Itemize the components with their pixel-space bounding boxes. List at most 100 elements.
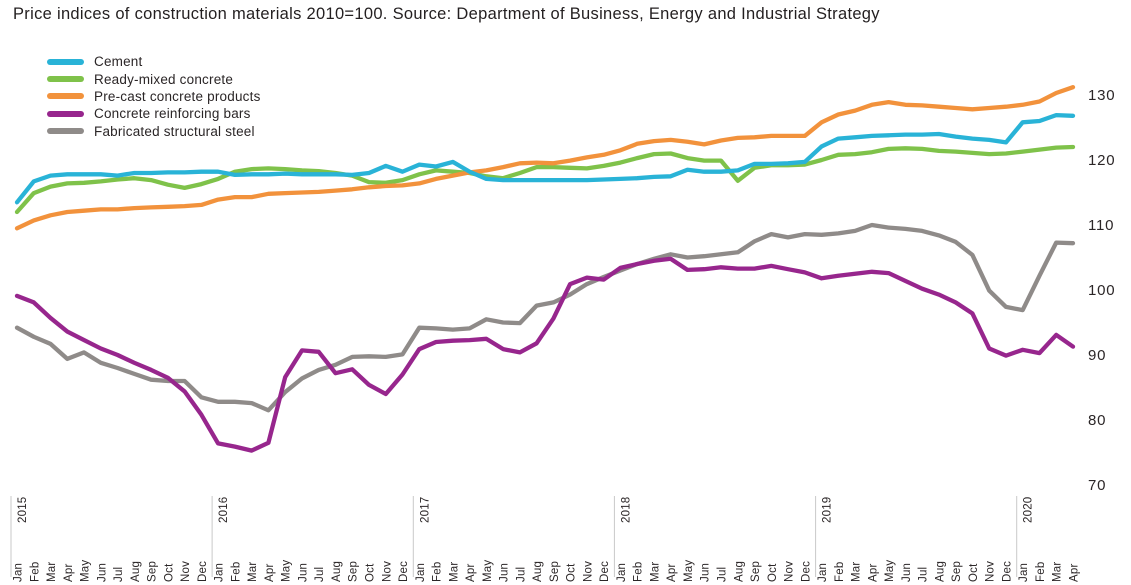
x-tick-label: Mar (46, 562, 58, 582)
series-line-pre-cast-concrete-products (14, 85, 1076, 231)
x-tick-label: Dec (197, 561, 209, 582)
x-tick-label: Feb (1035, 562, 1047, 582)
x-tick-label: Aug (130, 561, 142, 582)
legend-item-cement: Cement (47, 53, 261, 70)
x-tick-label: Jun (901, 563, 913, 582)
x-tick-label: Mar (448, 562, 460, 582)
legend-swatch-pre-cast-concrete-products (47, 93, 84, 100)
x-tick-label: Aug (934, 561, 946, 582)
x-tick-label: Feb (834, 562, 846, 582)
legend-item-fabricated-structural-steel: Fabricated structural steel (47, 123, 261, 140)
legend: Cement Ready-mixed concrete Pre-cast concr… (47, 53, 261, 140)
x-tick-label: Jan (817, 563, 829, 582)
y-tick-label-90: 90 (1088, 347, 1106, 364)
x-tick-label: Sep (549, 561, 561, 582)
x-tick-label: Feb (230, 562, 242, 582)
x-tick-label: Mar (1052, 562, 1064, 582)
x-tick-label: Oct (566, 563, 578, 582)
x-tick-label: Oct (767, 563, 779, 582)
x-tick-label: Jan (1018, 563, 1030, 582)
legend-label: Pre-cast concrete products (94, 88, 261, 104)
year-label-2019: 2019 (822, 497, 834, 523)
x-tick-label: May (281, 560, 293, 582)
legend-item-ready-mixed-concrete: Ready-mixed concrete (47, 70, 261, 87)
chart-title: Price indices of construction materials … (13, 5, 880, 23)
x-tick-label: Apr (465, 564, 477, 583)
x-tick-label: Jan (214, 563, 226, 582)
legend-swatch-cement (47, 58, 84, 65)
x-tick-label: Aug (532, 561, 544, 582)
x-tick-label: Mar (650, 562, 662, 582)
legend-label: Ready-mixed concrete (94, 71, 234, 87)
x-tick-label: Dec (800, 561, 812, 582)
year-label-2018: 2018 (620, 497, 632, 523)
legend-label: Concrete reinforcing bars (94, 106, 251, 122)
x-tick-label: Aug (733, 561, 745, 582)
legend-swatch-concrete-reinforcing-bars (47, 110, 84, 117)
x-tick-label: Jan (616, 563, 628, 582)
legend-item-pre-cast-concrete-products: Pre-cast concrete products (47, 88, 261, 105)
series-line-fabricated-structural-steel (14, 222, 1076, 413)
x-tick-label: Jan (415, 563, 427, 582)
x-tick-label: Apr (264, 564, 276, 583)
x-tick-label: Dec (1002, 561, 1014, 582)
y-tick-label-120: 120 (1088, 152, 1115, 169)
year-label-2016: 2016 (218, 497, 230, 523)
x-tick-label: Oct (163, 563, 175, 582)
x-tick-label: May (884, 560, 896, 582)
legend-label: Cement (94, 54, 143, 70)
series-line-concrete-reinforcing-bars (14, 256, 1076, 453)
x-tick-label: May (80, 560, 92, 582)
x-tick-label: Sep (750, 561, 762, 582)
x-tick-label: Jun (700, 563, 712, 582)
x-tick-label: Mar (247, 562, 259, 582)
x-tick-label: Oct (968, 563, 980, 582)
x-tick-label: Dec (398, 561, 410, 582)
x-tick-label: Nov (381, 561, 393, 582)
x-tick-label: Jan (13, 563, 25, 582)
x-tick-label: Feb (432, 562, 444, 582)
x-tick-label: Mar (851, 562, 863, 582)
y-tick-label-70: 70 (1088, 477, 1106, 494)
legend-swatch-fabricated-structural-steel (47, 128, 84, 135)
x-tick-label: Jun (96, 563, 108, 582)
x-tick-label: Nov (784, 561, 796, 582)
x-tick-label: Jul (515, 567, 527, 582)
year-label-2017: 2017 (419, 497, 431, 523)
x-tick-label: Jul (918, 567, 930, 582)
x-tick-label: Jul (717, 567, 729, 582)
x-tick-label: Nov (180, 561, 192, 582)
x-tick-label: Feb (29, 562, 41, 582)
x-tick-label: Apr (1069, 564, 1081, 583)
x-tick-label: May (482, 560, 494, 582)
x-tick-label: Oct (365, 563, 377, 582)
year-label-2020: 2020 (1023, 497, 1035, 523)
series-line-ready-mixed-concrete (14, 144, 1076, 215)
x-tick-label: Apr (666, 564, 678, 583)
y-tick-label-100: 100 (1088, 282, 1115, 299)
x-tick-label: Feb (633, 562, 645, 582)
x-tick-label: Apr (63, 564, 75, 583)
x-tick-label: Jul (113, 567, 125, 582)
year-label-2015: 2015 (17, 497, 29, 523)
legend-swatch-ready-mixed-concrete (47, 76, 84, 83)
y-tick-label-130: 130 (1088, 87, 1115, 104)
x-tick-label: Sep (951, 561, 963, 582)
x-tick-label: Nov (582, 561, 594, 582)
x-tick-label: Jun (298, 563, 310, 582)
x-tick-label: Sep (147, 561, 159, 582)
x-tick-label: Apr (867, 564, 879, 583)
x-tick-label: May (683, 560, 695, 582)
x-tick-label: Dec (599, 561, 611, 582)
x-tick-label: Jun (499, 563, 511, 582)
x-tick-label: Sep (348, 561, 360, 582)
legend-label: Fabricated structural steel (94, 123, 255, 139)
x-tick-label: Nov (985, 561, 997, 582)
y-tick-label-80: 80 (1088, 412, 1106, 429)
series-line-cement (14, 112, 1076, 205)
x-tick-label: Aug (331, 561, 343, 582)
x-tick-label: Jul (314, 567, 326, 582)
y-tick-label-110: 110 (1088, 217, 1114, 234)
